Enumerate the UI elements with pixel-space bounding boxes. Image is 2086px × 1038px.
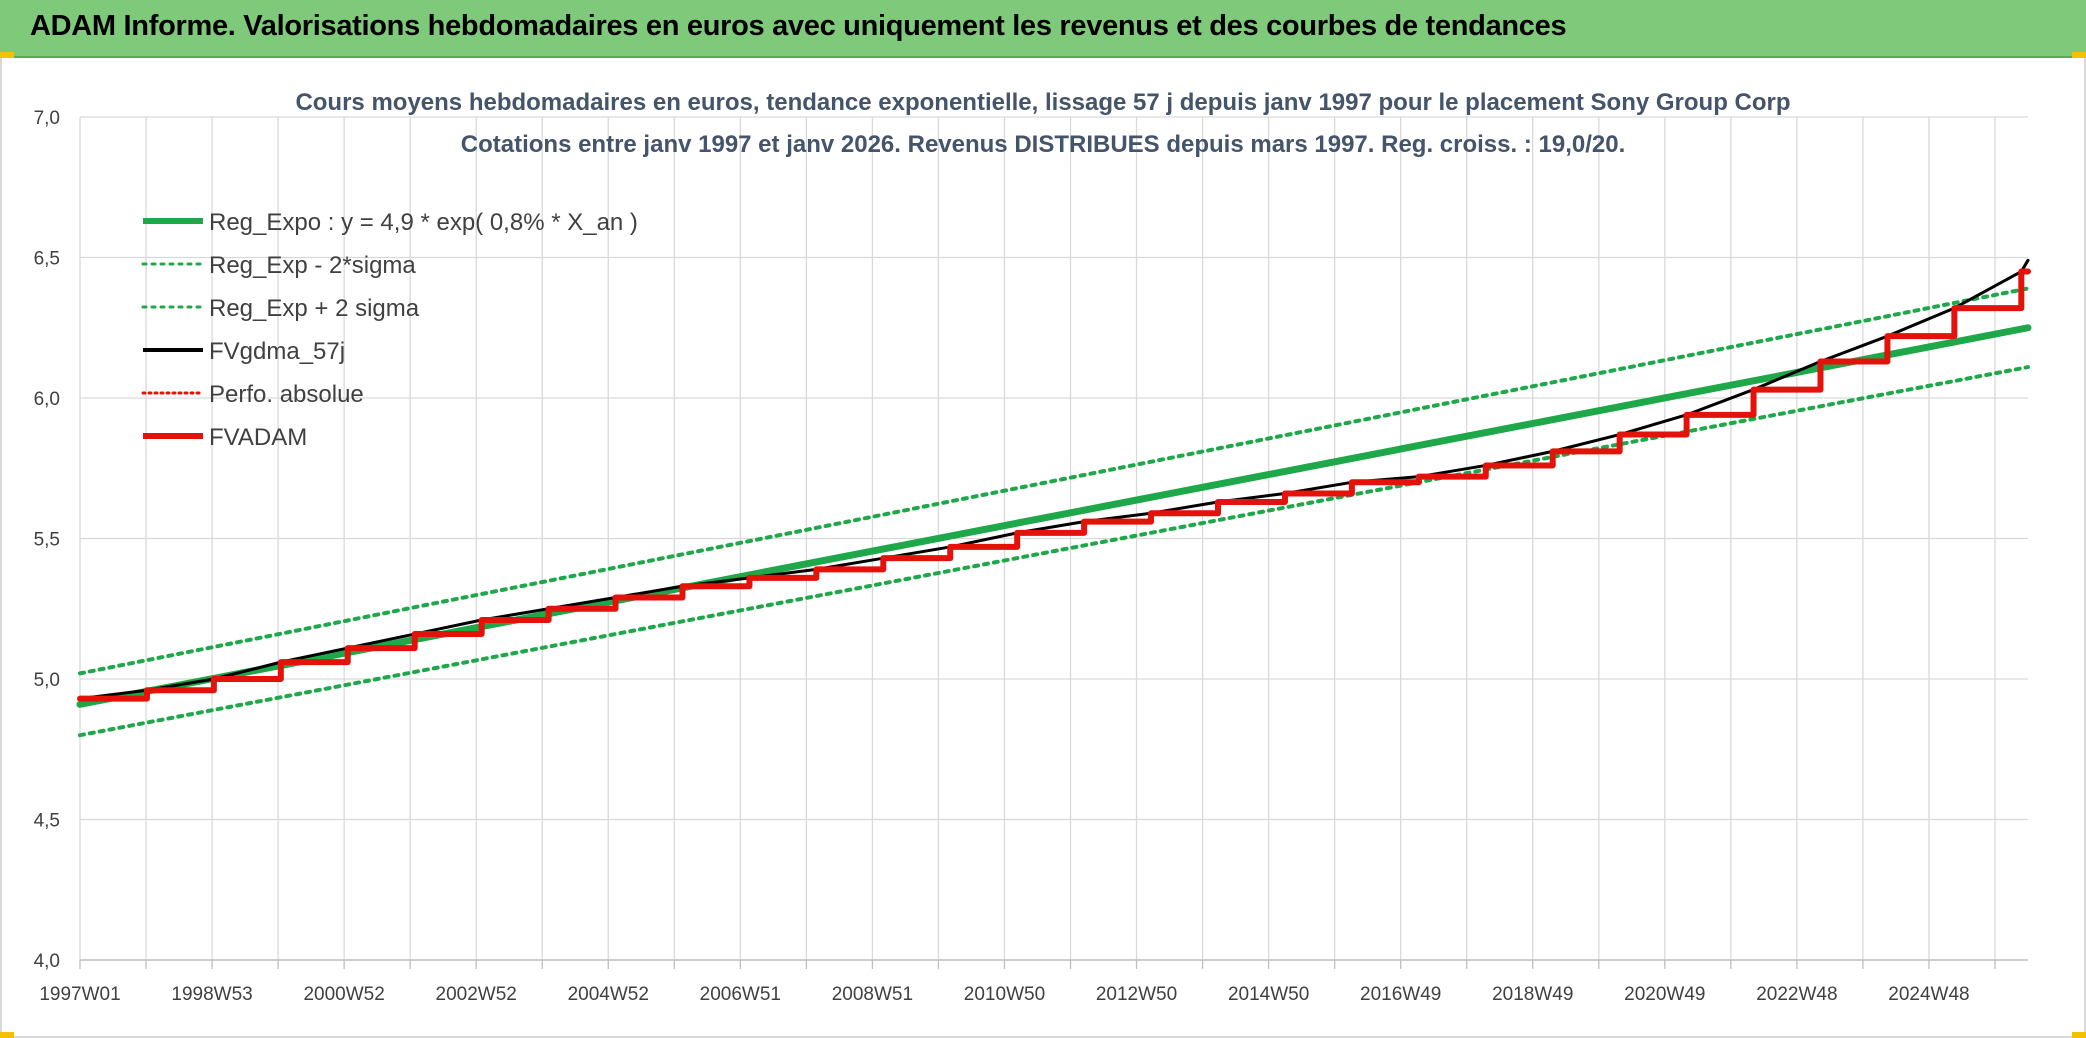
legend-label: Perfo. absolue [209, 381, 364, 408]
legend-label: Reg_Exp - 2*sigma [209, 252, 416, 279]
x-tick-label: 2006W51 [700, 984, 781, 1005]
report-title: ADAM Informe. Valorisations hebdomadaire… [30, 10, 1567, 42]
y-tick-label: 7,0 [34, 108, 60, 129]
x-tick-label: 2018W49 [1492, 984, 1573, 1005]
series-line-2 [78, 286, 2030, 676]
y-tick-label: 6,0 [34, 389, 60, 410]
legend-label: Reg_Expo : y = 4,9 * exp( 0,8% * X_an ) [209, 209, 638, 236]
x-tick-label: 2000W52 [303, 984, 384, 1005]
chart-subtitle: Cotations entre janv 1997 et janv 2026. … [461, 131, 1626, 158]
x-tick-label: 2010W50 [964, 984, 1045, 1005]
y-tick-label: 5,5 [34, 530, 60, 551]
report-banner: ADAM Informe. Valorisations hebdomadaire… [0, 0, 2086, 58]
x-tick-label: 2014W50 [1228, 984, 1309, 1005]
x-tick-label: 2012W50 [1096, 984, 1177, 1005]
legend-label: FVgdma_57j [209, 338, 345, 365]
y-tick-label: 4,0 [34, 951, 60, 972]
series-line-0 [76, 324, 2032, 708]
corner-marker-bottom-left [0, 1032, 14, 1038]
x-tick-label: 2002W52 [436, 984, 517, 1005]
axes: 4,0 4,5 5,0 5,5 6,0 6,5 7,0 1997W01 1998W53 2000W… [34, 108, 2028, 1005]
y-tick-label: 4,5 [34, 811, 60, 832]
chart-title: Cours moyens hebdomadaires en euros, ten… [295, 89, 1790, 116]
x-tick-label: 2016W49 [1360, 984, 1441, 1005]
series-line-5 [77, 268, 2031, 702]
series-line-1 [78, 365, 2030, 738]
y-tick-label: 5,0 [34, 670, 60, 691]
x-tick-label: 2008W51 [832, 984, 913, 1005]
x-tick-label: 1997W01 [39, 984, 120, 1005]
x-tick-label: 2020W49 [1624, 984, 1705, 1005]
legend-label: FVADAM [209, 424, 307, 451]
legend: Reg_Expo : y = 4,9 * exp( 0,8% * X_an ) R… [141, 209, 638, 451]
x-tick-label: 2004W52 [568, 984, 649, 1005]
x-tick-label: 2022W48 [1756, 984, 1837, 1005]
y-tick-label: 6,5 [34, 249, 60, 270]
corner-marker-top-left [0, 52, 14, 58]
grid [79, 116, 2028, 961]
x-tick-label: 1998W53 [171, 984, 252, 1005]
corner-marker-top-right [2072, 52, 2086, 58]
series-layer [76, 258, 2032, 738]
corner-marker-bottom-right [2072, 1032, 2086, 1038]
legend-label: Reg_Exp + 2 sigma [209, 295, 420, 322]
x-tick-label: 2024W48 [1888, 984, 1969, 1005]
